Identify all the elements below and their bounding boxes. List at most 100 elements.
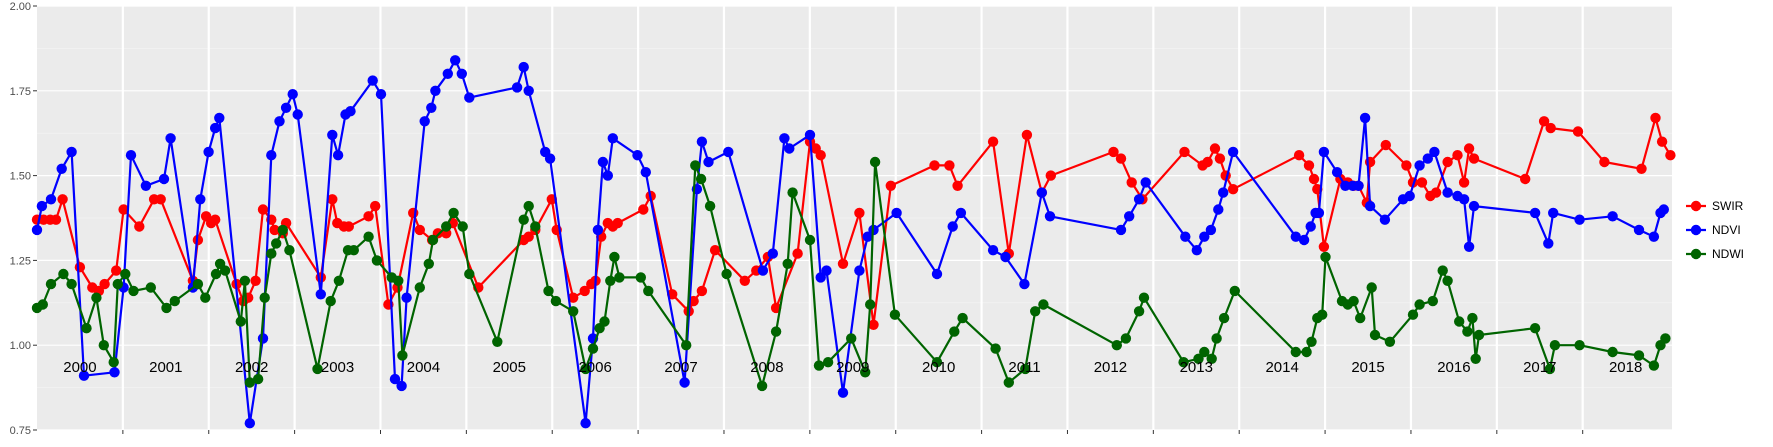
data-point — [292, 109, 303, 120]
data-point — [1468, 200, 1480, 212]
data-point — [544, 153, 556, 164]
data-point — [609, 251, 620, 263]
data-point — [1599, 156, 1610, 168]
data-point — [1179, 146, 1190, 158]
data-point — [81, 323, 92, 334]
year-label: 2016 — [1437, 359, 1470, 376]
data-point — [679, 377, 690, 388]
data-point — [1019, 278, 1030, 290]
data-point — [612, 217, 623, 229]
year-label: 2015 — [1351, 359, 1384, 376]
y-tick-label: 1.25 — [10, 255, 31, 267]
data-point — [1636, 163, 1647, 174]
data-point — [210, 122, 221, 134]
data-point — [813, 360, 825, 371]
year-label: 2010 — [922, 359, 955, 376]
data-point — [393, 275, 404, 286]
data-point — [550, 295, 562, 307]
year-label: 2001 — [149, 359, 182, 376]
data-point — [1229, 285, 1241, 297]
data-point — [325, 295, 336, 307]
data-point — [1301, 346, 1312, 358]
data-point — [315, 289, 326, 300]
data-point — [605, 275, 616, 286]
data-point — [74, 262, 86, 273]
data-point — [363, 231, 374, 242]
data-point — [1290, 231, 1302, 242]
data-point — [1108, 146, 1119, 158]
data-point — [109, 367, 120, 378]
data-point — [430, 85, 441, 97]
data-point — [1543, 238, 1554, 249]
data-point — [837, 387, 849, 398]
data-point — [1549, 340, 1561, 351]
data-point — [284, 245, 295, 256]
year-label: 2017 — [1523, 359, 1556, 376]
data-point — [271, 238, 282, 249]
data-point — [56, 163, 67, 174]
data-point — [804, 129, 816, 141]
data-point — [419, 116, 430, 127]
data-point — [1665, 150, 1676, 161]
year-label: 2013 — [1180, 359, 1213, 376]
data-point — [784, 143, 795, 154]
data-point — [426, 102, 437, 114]
year-label: 2002 — [235, 359, 268, 376]
data-point — [837, 258, 849, 269]
data-point — [1529, 207, 1541, 219]
data-point — [1473, 329, 1485, 341]
data-point — [931, 268, 943, 280]
data-point — [523, 85, 534, 97]
data-point — [1574, 340, 1585, 351]
data-point — [1021, 129, 1033, 141]
data-point — [1045, 170, 1057, 181]
year-label: 2007 — [664, 359, 697, 376]
data-point — [1038, 299, 1049, 310]
data-point — [57, 194, 68, 205]
data-point — [140, 180, 152, 191]
data-point — [1140, 177, 1151, 188]
data-point — [1306, 336, 1317, 347]
data-point — [408, 207, 419, 219]
data-point — [1313, 207, 1325, 219]
data-point — [1429, 146, 1440, 158]
data-point — [1308, 173, 1320, 185]
data-point — [45, 278, 57, 290]
data-point — [91, 292, 102, 303]
data-point — [1658, 204, 1670, 215]
data-point — [1430, 187, 1442, 198]
data-point — [957, 312, 968, 324]
data-point — [607, 133, 618, 144]
data-point — [1199, 231, 1210, 242]
year-label: 2006 — [578, 359, 611, 376]
data-point — [792, 248, 803, 259]
data-point — [1199, 346, 1210, 358]
data-point — [987, 245, 999, 256]
data-point — [1520, 173, 1531, 185]
data-point — [1298, 234, 1310, 246]
data-point — [363, 211, 374, 222]
year-label: 2003 — [321, 359, 354, 376]
data-point — [327, 129, 338, 141]
data-point — [1317, 309, 1328, 320]
data-point — [1574, 214, 1585, 225]
grid-lines — [37, 5, 1672, 434]
year-label: 2008 — [750, 359, 783, 376]
data-point — [1293, 150, 1305, 161]
data-point — [1318, 241, 1330, 252]
data-point — [709, 245, 721, 256]
data-point — [169, 295, 180, 307]
y-tick-label: 1.00 — [10, 340, 31, 352]
data-point — [1452, 150, 1463, 161]
data-point — [244, 418, 255, 429]
data-point — [1044, 211, 1056, 222]
data-point — [739, 275, 750, 286]
legend-item-swir: SWIR — [1686, 199, 1744, 213]
data-point — [1380, 139, 1392, 151]
data-point — [1202, 156, 1213, 168]
data-point — [949, 326, 960, 337]
data-point — [214, 112, 225, 124]
data-point — [632, 150, 643, 161]
data-point — [1193, 353, 1204, 364]
data-point — [200, 292, 211, 303]
